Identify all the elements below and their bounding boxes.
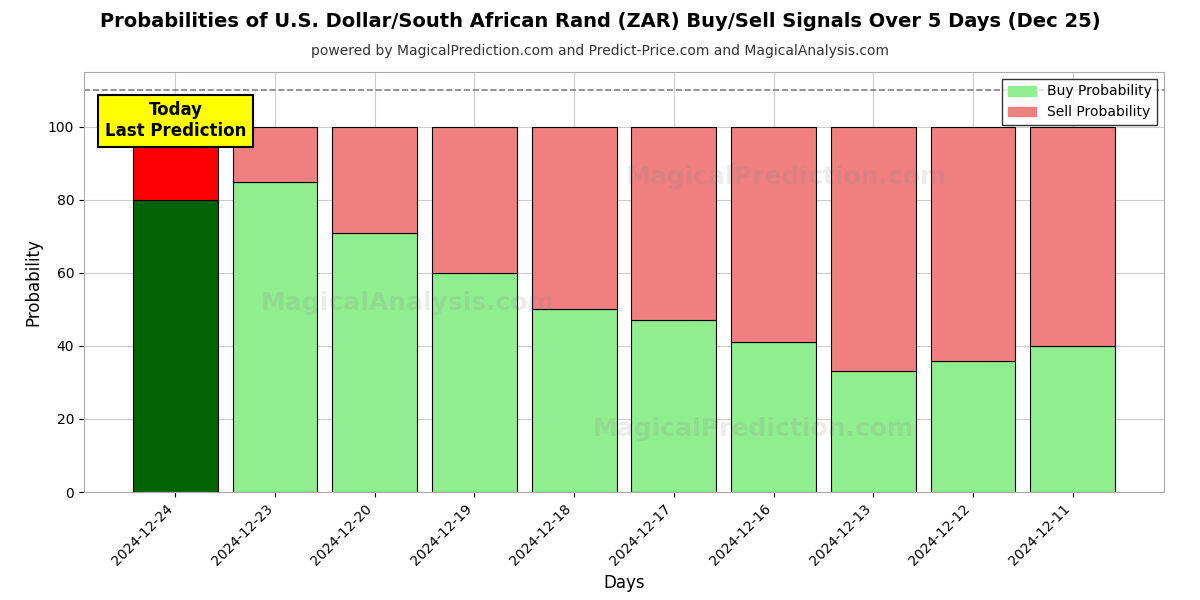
Bar — [830, 127, 916, 371]
Bar — [930, 127, 1015, 361]
Bar — [332, 127, 418, 233]
Bar — [1030, 127, 1115, 346]
Bar — [233, 182, 318, 492]
Bar — [332, 233, 418, 492]
Bar — [133, 127, 218, 200]
Bar — [731, 127, 816, 342]
Y-axis label: Probability: Probability — [24, 238, 42, 326]
Bar — [432, 273, 517, 492]
Text: MagicalPrediction.com: MagicalPrediction.com — [593, 417, 914, 441]
Bar — [930, 361, 1015, 492]
Bar — [233, 127, 318, 182]
Text: MagicalAnalysis.com: MagicalAnalysis.com — [262, 291, 554, 315]
Bar — [631, 320, 716, 492]
Text: powered by MagicalPrediction.com and Predict-Price.com and MagicalAnalysis.com: powered by MagicalPrediction.com and Pre… — [311, 44, 889, 58]
Bar — [1030, 346, 1115, 492]
Legend: Buy Probability, Sell Probability: Buy Probability, Sell Probability — [1002, 79, 1157, 125]
Bar — [731, 342, 816, 492]
Text: Probabilities of U.S. Dollar/South African Rand (ZAR) Buy/Sell Signals Over 5 Da: Probabilities of U.S. Dollar/South Afric… — [100, 12, 1100, 31]
Bar — [830, 371, 916, 492]
X-axis label: Days: Days — [604, 574, 644, 592]
Bar — [133, 200, 218, 492]
Text: Today
Last Prediction: Today Last Prediction — [104, 101, 246, 140]
Bar — [432, 127, 517, 273]
Text: MagicalPrediction.com: MagicalPrediction.com — [625, 165, 947, 189]
Bar — [532, 127, 617, 310]
Bar — [631, 127, 716, 320]
Bar — [532, 310, 617, 492]
